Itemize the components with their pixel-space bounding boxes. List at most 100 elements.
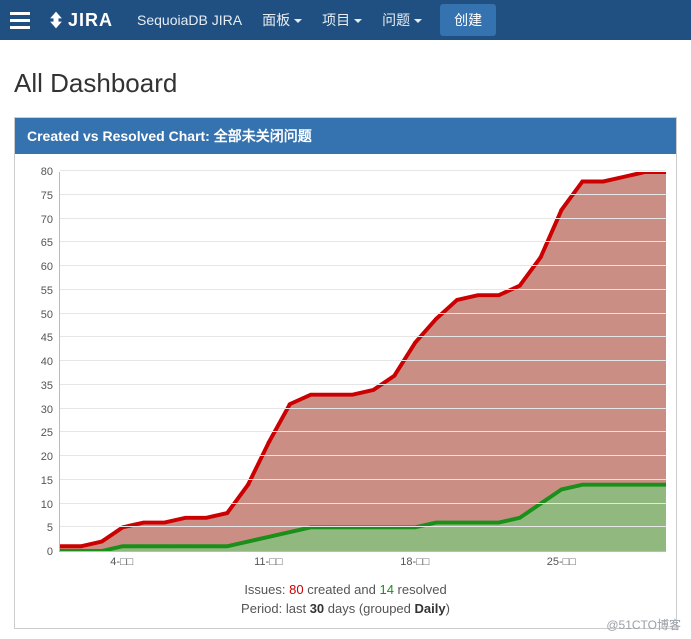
gridline <box>60 384 666 385</box>
y-tick: 35 <box>41 380 53 392</box>
series-marker-created <box>79 545 83 548</box>
series-marker-created <box>162 521 166 524</box>
gadget-header: Created vs Resolved Chart: 全部未关闭问题 <box>15 118 676 154</box>
x-tick: 25-□□ <box>547 556 576 568</box>
series-marker-created <box>434 317 438 320</box>
series-marker-created <box>497 294 501 297</box>
summary-resolved-word: resolved <box>394 582 447 597</box>
series-marker-created <box>309 393 313 396</box>
period-group: Daily <box>415 601 446 616</box>
y-tick: 15 <box>41 475 53 487</box>
series-marker-created <box>100 540 104 543</box>
series-marker-resolved <box>580 483 584 486</box>
series-marker-created <box>350 393 354 396</box>
x-tick: 11-□□ <box>254 556 282 568</box>
y-tick: 65 <box>41 237 53 249</box>
nav-item-1[interactable]: 项目 <box>312 0 372 40</box>
series-marker-created <box>267 441 271 444</box>
gridline <box>60 431 666 432</box>
chart-gadget: Created vs Resolved Chart: 全部未关闭问题 0 5 10 1… <box>14 117 677 629</box>
series-marker-resolved <box>288 531 292 534</box>
hamburger-menu-icon[interactable] <box>10 8 34 32</box>
y-tick: 10 <box>41 499 53 511</box>
series-marker-created <box>580 180 584 183</box>
created-count: 80 <box>289 582 303 597</box>
summary-created-word: created and <box>304 582 380 597</box>
series-marker-created <box>392 374 396 377</box>
series-marker-resolved <box>601 483 605 486</box>
series-marker-created <box>141 521 145 524</box>
nav-item-2[interactable]: 问题 <box>372 0 432 40</box>
series-marker-resolved <box>622 483 626 486</box>
gridline <box>60 194 666 195</box>
series-marker-resolved <box>141 545 145 548</box>
series-marker-created <box>601 180 605 183</box>
nav-item-0[interactable]: 面板 <box>252 0 312 40</box>
page-title: All Dashboard <box>14 68 691 99</box>
gridline <box>60 170 666 171</box>
gridline <box>60 289 666 290</box>
y-tick: 0 <box>47 546 53 558</box>
series-marker-resolved <box>246 540 250 543</box>
series-marker-created <box>538 256 542 259</box>
nav-item-label: 问题 <box>382 10 410 30</box>
series-marker-resolved <box>559 488 563 491</box>
gridline <box>60 526 666 527</box>
product-name[interactable]: SequoiaDB JIRA <box>127 0 252 40</box>
series-marker-created <box>329 393 333 396</box>
series-marker-created <box>371 389 375 392</box>
chevron-down-icon <box>354 19 362 23</box>
y-tick: 75 <box>41 190 53 202</box>
gridline <box>60 265 666 266</box>
y-tick: 55 <box>41 285 53 297</box>
gridline <box>60 218 666 219</box>
chart-area: 05101520253035404550556065707580 <box>25 172 666 552</box>
nav-item-label: 面板 <box>262 10 290 30</box>
series-marker-resolved <box>455 521 459 524</box>
series-marker-created <box>288 403 292 406</box>
series-marker-created <box>225 512 229 515</box>
gridline <box>60 241 666 242</box>
y-tick: 60 <box>41 261 53 273</box>
topbar: JIRA SequoiaDB JIRA 面板 项目 问题 创建 <box>0 0 691 40</box>
y-tick: 70 <box>41 214 53 226</box>
gadget-header-filter: 全部未关闭问题 <box>214 128 312 144</box>
series-marker-created <box>622 175 626 178</box>
gridline <box>60 408 666 409</box>
create-button[interactable]: 创建 <box>440 4 496 36</box>
y-tick: 20 <box>41 451 53 463</box>
y-tick: 30 <box>41 404 53 416</box>
series-marker-resolved <box>643 483 647 486</box>
gridline <box>60 503 666 504</box>
y-tick: 40 <box>41 356 53 368</box>
series-marker-created <box>476 294 480 297</box>
series-marker-resolved <box>162 545 166 548</box>
chevron-down-icon <box>414 19 422 23</box>
nav-item-label: 项目 <box>322 10 350 30</box>
series-marker-created <box>413 341 417 344</box>
resolved-count: 14 <box>379 582 393 597</box>
series-marker-created <box>518 284 522 287</box>
watermark: @51CTO博客 <box>606 616 681 633</box>
chart-svg <box>60 172 666 551</box>
series-marker-resolved <box>120 545 124 548</box>
series-marker-created <box>183 516 187 519</box>
series-marker-resolved <box>476 521 480 524</box>
jira-logo-icon <box>46 10 66 30</box>
y-tick: 80 <box>41 166 53 178</box>
period-line: Period: last 30 days (grouped Daily) <box>25 601 666 622</box>
series-marker-resolved <box>267 535 271 538</box>
y-tick: 45 <box>41 332 53 344</box>
x-axis: 4-□□ 11-□□ 18-□□ 25-□□ <box>59 552 666 574</box>
y-tick: 5 <box>47 522 53 534</box>
gridline <box>60 313 666 314</box>
series-marker-resolved <box>497 521 501 524</box>
series-marker-resolved <box>434 521 438 524</box>
period-prefix: Period: last <box>241 601 310 616</box>
x-tick: 18-□□ <box>400 556 429 568</box>
series-marker-resolved <box>204 545 208 548</box>
jira-logo[interactable]: JIRA <box>46 10 113 31</box>
chevron-down-icon <box>294 19 302 23</box>
y-tick: 50 <box>41 309 53 321</box>
x-tick: 4-□□ <box>110 556 133 568</box>
